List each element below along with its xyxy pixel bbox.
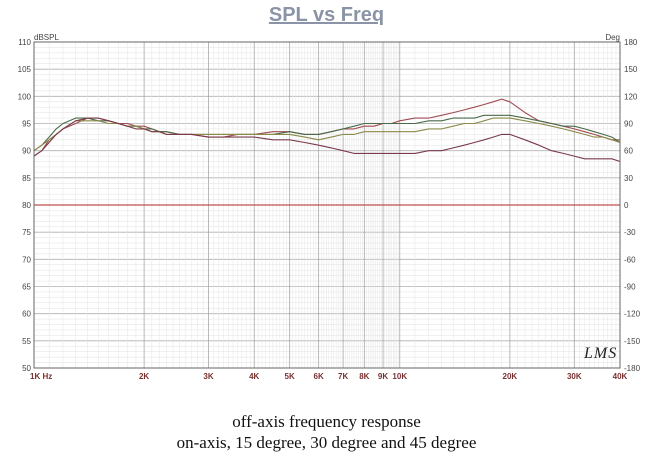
lms-logo: LMS (584, 345, 618, 362)
caption: off-axis frequency response on-axis, 15 … (0, 411, 653, 453)
x-tick-label: 3K (203, 372, 213, 381)
y2-tick-label: -90 (624, 283, 636, 292)
axes-group: 110 105 100 95 90 85 80 75 70 65 60 55 50 180 150 120 90… (18, 38, 641, 381)
plot-frame (33, 41, 621, 369)
y2-tick-label: -150 (624, 337, 641, 346)
y2-axis-label: Deg (605, 33, 620, 42)
y2-tick-label: -60 (624, 255, 636, 264)
x-tick-label: 8K (359, 372, 369, 381)
chart-title: SPL vs Freq (268, 4, 385, 26)
caption-line-1: off-axis frequency response (232, 412, 421, 431)
y2-tick-label: 180 (624, 38, 638, 47)
x-tick-label: 40K (613, 372, 628, 381)
x-tick-label: 20K (503, 372, 518, 381)
x-tick-label: 7K (338, 372, 348, 381)
y-tick-label: 70 (22, 255, 31, 264)
y-tick-label: 50 (22, 364, 31, 373)
y2-tick-label: -180 (624, 364, 641, 373)
y-tick-label: 75 (22, 228, 31, 237)
y2-tick-label: -30 (624, 228, 636, 237)
spl-chart: 110 105 100 95 90 85 80 75 70 65 60 55 50 180 150 120 90… (18, 33, 641, 381)
y-tick-label: 60 (22, 310, 31, 319)
y-tick-label: 90 (22, 147, 31, 156)
y2-tick-label: 90 (624, 120, 633, 129)
x-tick-label: 9K (378, 372, 388, 381)
x-tick-label: 1K Hz (30, 372, 52, 381)
x-tick-label: 4K (249, 372, 259, 381)
x-tick-label: 10K (392, 372, 407, 381)
y-tick-label: 85 (22, 174, 31, 183)
y2-tick-label: 60 (624, 147, 633, 156)
x-tick-label: 6K (314, 372, 324, 381)
y-tick-label: 65 (22, 283, 31, 292)
y2-tick-label: -120 (624, 310, 641, 319)
x-tick-label: 2K (139, 372, 149, 381)
caption-line-2: on-axis, 15 degree, 30 degree and 45 deg… (176, 433, 477, 452)
y-tick-label: 55 (22, 337, 31, 346)
y-tick-label: 110 (18, 38, 31, 47)
x-tick-label: 30K (567, 372, 582, 381)
y-tick-label: 95 (22, 120, 31, 129)
y-tick-label: 80 (22, 201, 31, 210)
y2-tick-label: 0 (624, 201, 629, 210)
y2-tick-label: 120 (624, 92, 638, 101)
y2-tick-label: 30 (624, 174, 633, 183)
x-tick-label: 5K (285, 372, 295, 381)
y-tick-label: 105 (18, 65, 32, 74)
y2-tick-label: 150 (624, 65, 638, 74)
series-line-4 (33, 117, 621, 163)
y-tick-label: 100 (18, 92, 32, 101)
y-axis-label: dBSPL (34, 33, 59, 42)
curves-group (33, 98, 621, 163)
